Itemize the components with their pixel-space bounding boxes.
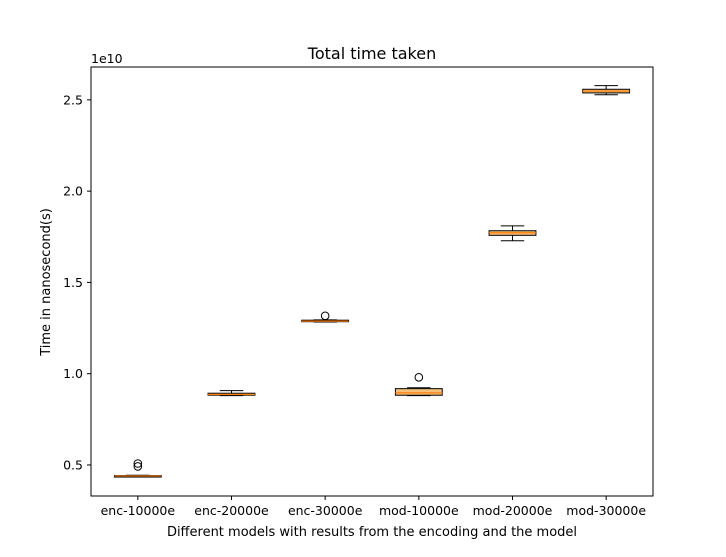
y-offset-label: 1e10: [91, 51, 123, 66]
y-tick-label: 0.5: [63, 457, 83, 472]
y-tick-label: 1.5: [63, 275, 83, 290]
box-group: [488, 225, 537, 242]
outlier-point: [133, 459, 143, 468]
box-group: [113, 459, 162, 478]
ticks-layer: 0.5 1.0 1.5 2.0 2.5 enc-10000e enc-20000e enc-3…: [63, 92, 646, 518]
outlier-point: [133, 462, 143, 471]
outlier-point: [320, 311, 330, 321]
y-axis-label: Time in nanosecond(s): [39, 208, 54, 357]
y-tick-label: 2.5: [63, 92, 83, 107]
outlier-point: [414, 373, 424, 382]
x-tick-label: mod-30000e: [566, 503, 646, 518]
boxes-layer: [113, 85, 631, 478]
x-tick-label: enc-10000e: [101, 503, 176, 518]
x-axis-label: Different models with results from the e…: [167, 525, 577, 540]
x-tick-label: enc-30000e: [288, 503, 363, 518]
y-tick-label: 2.0: [63, 184, 83, 199]
chart-title: Total time taken: [307, 44, 436, 63]
iqr-box: [394, 388, 443, 396]
plot-frame: [90, 66, 654, 497]
y-tick-label: 1.0: [63, 366, 83, 381]
x-tick-label: enc-20000e: [194, 503, 269, 518]
x-tick-label: mod-20000e: [473, 503, 553, 518]
x-tick-label: mod-10000e: [379, 503, 459, 518]
box-group: [207, 390, 256, 397]
box-group: [301, 311, 350, 323]
box-group: [582, 85, 631, 96]
box-group: [394, 373, 443, 397]
